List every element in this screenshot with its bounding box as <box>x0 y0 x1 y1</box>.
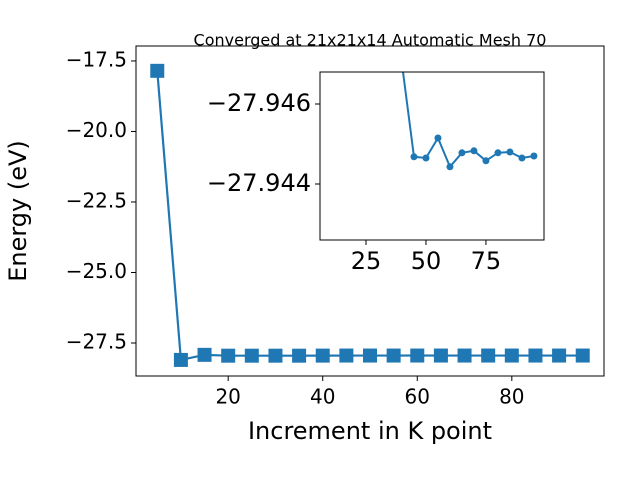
marker <box>410 348 425 363</box>
marker <box>506 148 514 156</box>
x-tick-label: 80 <box>499 385 524 409</box>
marker <box>422 154 430 162</box>
x-tick-label: 25 <box>351 247 382 275</box>
marker <box>410 153 418 161</box>
marker <box>150 63 165 78</box>
marker <box>173 352 188 367</box>
marker <box>221 348 236 363</box>
marker <box>434 134 442 142</box>
marker <box>244 348 259 363</box>
axes-frame <box>135 45 605 377</box>
marker <box>518 154 526 162</box>
x-axis-label: Increment in K point <box>248 417 492 445</box>
marker <box>433 348 448 363</box>
marker <box>315 348 330 363</box>
marker <box>268 348 283 363</box>
plot-area <box>398 61 538 171</box>
x-tick-label: 40 <box>310 385 335 409</box>
marker <box>482 157 490 165</box>
marker <box>446 163 454 171</box>
marker <box>494 149 502 157</box>
marker <box>339 348 354 363</box>
marker <box>386 348 401 363</box>
y-tick-label: −17.5 <box>66 47 127 71</box>
chart-title: Converged at 21x21x14 Automatic Mesh 70 <box>194 31 547 50</box>
x-tick-label: 20 <box>215 385 240 409</box>
marker <box>575 348 590 363</box>
plot-area <box>150 63 590 367</box>
y-tick-label: −20.0 <box>66 118 127 142</box>
marker <box>197 347 212 362</box>
x-tick-label: 75 <box>471 247 502 275</box>
marker <box>458 149 466 157</box>
marker <box>292 348 307 363</box>
x-tick-label: 60 <box>405 385 430 409</box>
marker <box>398 61 405 68</box>
marker <box>528 348 543 363</box>
y-axis-label: Energy (eV) <box>4 140 32 282</box>
y-tick-label: −27.5 <box>66 330 127 354</box>
marker <box>470 147 478 155</box>
marker <box>481 348 496 363</box>
inset-background <box>320 72 544 240</box>
y-tick-label: −27.946 <box>207 89 311 117</box>
y-tick-label: −22.5 <box>66 188 127 212</box>
marker <box>457 348 472 363</box>
marker <box>363 348 377 363</box>
axes-frame <box>319 71 545 241</box>
marker <box>552 348 567 363</box>
y-tick-label: −27.944 <box>207 169 311 197</box>
marker <box>504 348 519 363</box>
y-tick-label: −25.0 <box>66 259 127 283</box>
x-tick-label: 50 <box>411 247 442 275</box>
marker <box>530 152 538 160</box>
